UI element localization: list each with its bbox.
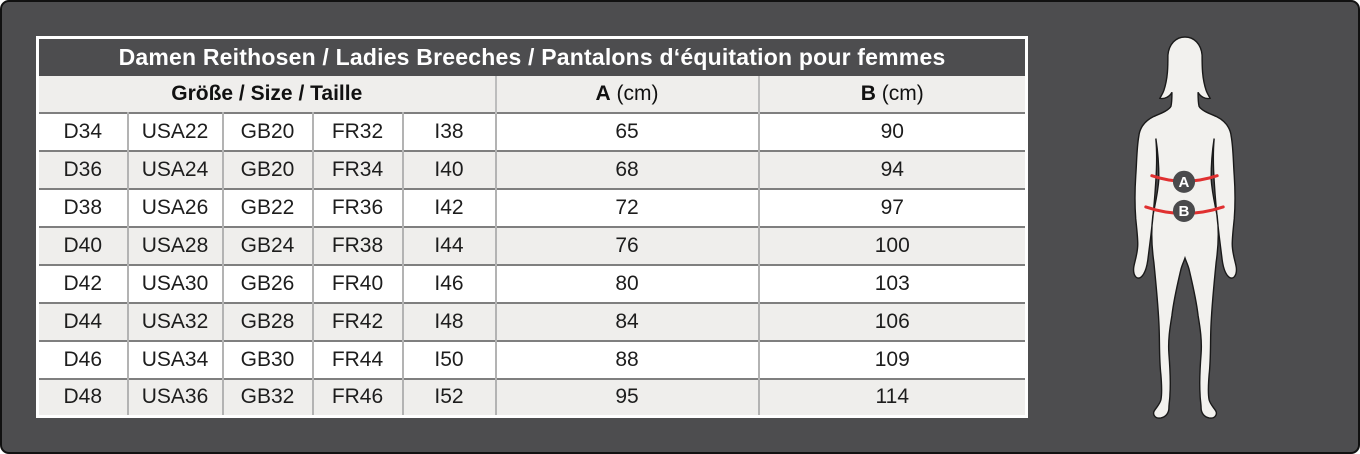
marker-b-badge bbox=[1172, 199, 1196, 222]
table-row: D48 USA36 GB32 FR46 I52 95 114 bbox=[37, 377, 1027, 417]
cell-i: I50 bbox=[402, 339, 497, 379]
cell-fr: FR46 bbox=[312, 377, 404, 417]
cell-i: I52 bbox=[402, 377, 497, 417]
table-row: D40 USA28 GB24 FR38 I44 76 100 bbox=[37, 225, 1027, 265]
cell-d: D42 bbox=[37, 263, 129, 303]
cell-a: 80 bbox=[495, 263, 760, 303]
cell-a: 72 bbox=[495, 187, 760, 227]
cell-d: D34 bbox=[37, 111, 129, 151]
cell-usa: USA34 bbox=[127, 339, 224, 379]
cell-d: D38 bbox=[37, 187, 129, 227]
cell-fr: FR38 bbox=[312, 225, 404, 265]
cell-d: D36 bbox=[37, 149, 129, 189]
column-header-a-label: A bbox=[595, 81, 611, 105]
female-silhouette-graphic: A B bbox=[1132, 36, 1238, 419]
cell-b: 97 bbox=[758, 187, 1027, 227]
cell-usa: USA32 bbox=[127, 301, 224, 341]
cell-fr: FR34 bbox=[312, 149, 404, 189]
cell-fr: FR44 bbox=[312, 339, 404, 379]
cell-gb: GB24 bbox=[222, 225, 314, 265]
cell-a: 65 bbox=[495, 111, 760, 151]
cell-usa: USA28 bbox=[127, 225, 224, 265]
size-table-body: D34 USA22 GB20 FR32 I38 65 90 D36 USA24 GB20 FR34 I… bbox=[37, 111, 1027, 417]
table-row: D34 USA22 GB20 FR32 I38 65 90 bbox=[37, 111, 1027, 151]
table-row: D46 USA34 GB30 FR44 I50 88 109 bbox=[37, 339, 1027, 379]
cell-a: 84 bbox=[495, 301, 760, 341]
cell-gb: GB20 bbox=[222, 111, 314, 151]
female-body-silhouette bbox=[1132, 36, 1238, 419]
cell-b: 94 bbox=[758, 149, 1027, 189]
marker-a-label: A bbox=[1179, 174, 1190, 191]
cell-gb: GB20 bbox=[222, 149, 314, 189]
measurement-figure: A B bbox=[1128, 35, 1242, 421]
cell-b: 114 bbox=[758, 377, 1027, 417]
cell-i: I48 bbox=[402, 301, 497, 341]
cell-i: I44 bbox=[402, 225, 497, 265]
cell-usa: USA24 bbox=[127, 149, 224, 189]
cell-i: I46 bbox=[402, 263, 497, 303]
cell-b: 109 bbox=[758, 339, 1027, 379]
table-row: D44 USA32 GB28 FR42 I48 84 106 bbox=[37, 301, 1027, 341]
cell-fr: FR36 bbox=[312, 187, 404, 227]
cell-d: D44 bbox=[37, 301, 129, 341]
cell-fr: FR42 bbox=[312, 301, 404, 341]
cell-gb: GB22 bbox=[222, 187, 314, 227]
marker-a-badge bbox=[1172, 170, 1196, 193]
cell-gb: GB28 bbox=[222, 301, 314, 341]
cell-usa: USA36 bbox=[127, 377, 224, 417]
table-header-row: Größe / Size / Taille A (cm) B (cm) bbox=[37, 75, 1027, 113]
cell-d: D40 bbox=[37, 225, 129, 265]
cell-a: 95 bbox=[495, 377, 760, 417]
cell-b: 106 bbox=[758, 301, 1027, 341]
cell-usa: USA22 bbox=[127, 111, 224, 151]
page-title: Damen Reithosen / Ladies Breeches / Pant… bbox=[37, 37, 1027, 76]
cell-a: 76 bbox=[495, 225, 760, 265]
cell-a: 88 bbox=[495, 339, 760, 379]
column-header-a: A (cm) bbox=[495, 75, 760, 113]
cell-usa: USA26 bbox=[127, 187, 224, 227]
cell-i: I42 bbox=[402, 187, 497, 227]
table-title-row: Damen Reithosen / Ladies Breeches / Pant… bbox=[37, 37, 1027, 76]
cell-a: 68 bbox=[495, 149, 760, 189]
cell-gb: GB32 bbox=[222, 377, 314, 417]
column-header-b-label: B bbox=[860, 81, 876, 105]
cell-b: 103 bbox=[758, 263, 1027, 303]
marker-b-label: B bbox=[1179, 203, 1190, 220]
table-row: D38 USA26 GB22 FR36 I42 72 97 bbox=[37, 187, 1027, 227]
column-header-b: B (cm) bbox=[758, 75, 1027, 113]
cell-fr: FR32 bbox=[312, 111, 404, 151]
table-row: D42 USA30 GB26 FR40 I46 80 103 bbox=[37, 263, 1027, 303]
size-table: Damen Reithosen / Ladies Breeches / Pant… bbox=[36, 36, 1029, 418]
cell-gb: GB30 bbox=[222, 339, 314, 379]
column-header-b-unit: (cm) bbox=[881, 81, 924, 105]
column-header-size: Größe / Size / Taille bbox=[37, 75, 497, 113]
cell-d: D46 bbox=[37, 339, 129, 379]
column-header-a-unit: (cm) bbox=[616, 81, 659, 105]
cell-fr: FR40 bbox=[312, 263, 404, 303]
cell-d: D48 bbox=[37, 377, 129, 417]
cell-b: 90 bbox=[758, 111, 1027, 151]
table-row: D36 USA24 GB20 FR34 I40 68 94 bbox=[37, 149, 1027, 189]
cell-gb: GB26 bbox=[222, 263, 314, 303]
cell-usa: USA30 bbox=[127, 263, 224, 303]
cell-i: I38 bbox=[402, 111, 497, 151]
cell-b: 100 bbox=[758, 225, 1027, 265]
cell-i: I40 bbox=[402, 149, 497, 189]
